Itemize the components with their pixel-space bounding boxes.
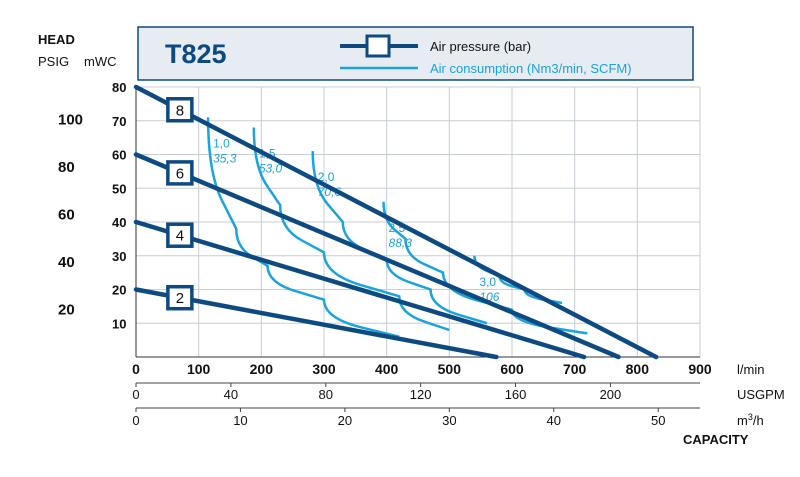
x-tick-label: 300	[312, 361, 336, 377]
consumption-sublabel: 53,0	[259, 162, 283, 176]
legend-box: T825 Air pressure (bar) Air consumption …	[137, 26, 694, 81]
y-tick-mwc: 30	[112, 249, 126, 264]
x-tick-label: 100	[187, 361, 211, 377]
legend-pressure-marker	[365, 34, 391, 58]
pressure-curves: 8 6 4 2	[133, 84, 659, 360]
x-tick-label: 40	[224, 387, 238, 402]
x-tick-label: 600	[500, 361, 524, 377]
legend-consumption-label: Air consumption (Nm3/min, SCFM)	[430, 61, 632, 76]
x-tick-label: 200	[250, 361, 274, 377]
x-tick-label: 900	[688, 361, 712, 377]
x-axis-unit: USGPM	[737, 387, 785, 402]
x-tick-label: 10	[233, 413, 247, 428]
x-tick-label: 120	[410, 387, 432, 402]
y-tick-psig: 60	[58, 207, 75, 224]
pressure-marker-label: 4	[176, 228, 184, 245]
model-title: T825	[165, 39, 227, 69]
head-label: HEAD	[38, 32, 75, 47]
x-tick-label: 800	[626, 361, 650, 377]
consumption-label: 2,0	[318, 170, 335, 184]
x-tick-label: 0	[132, 413, 139, 428]
pressure-marker	[166, 160, 194, 186]
consumption-label: 1,0	[213, 136, 230, 150]
x-tick-label: 400	[375, 361, 399, 377]
mwc-label: mWC	[84, 54, 117, 69]
x-axis-title: CAPACITY	[683, 432, 749, 447]
y-tick-mwc: 60	[112, 148, 126, 163]
pressure-marker	[166, 284, 194, 311]
y-tick-mwc: 80	[112, 80, 126, 95]
grid	[136, 86, 701, 357]
x-tick-label: 700	[563, 361, 587, 377]
y-tick-mwc: 70	[112, 114, 126, 129]
y-tick-mwc: 40	[112, 215, 126, 230]
x-tick-label: 160	[505, 387, 527, 402]
pressure-line-4-bar	[133, 219, 587, 360]
consumption-curve-1-5	[252, 127, 450, 332]
y-tick-mwc: 10	[112, 316, 126, 331]
x-tick-label: 20	[338, 413, 352, 428]
y-tick-psig: 20	[58, 302, 75, 319]
pressure-marker	[166, 222, 194, 248]
consumption-label: 3,0	[479, 275, 496, 289]
pressure-marker-label: 6	[176, 165, 184, 182]
x-tick-label: 30	[442, 413, 456, 428]
consumption-curve-2-5	[382, 201, 588, 335]
pressure-line-6-bar	[133, 152, 621, 360]
y-tick-psig: 80	[58, 159, 75, 176]
pressure-marker-label: 2	[176, 290, 184, 307]
x-tick-label: 200	[600, 387, 622, 402]
legend-background	[137, 26, 694, 81]
x-tick-label: 40	[547, 413, 561, 428]
x-axis-unit: l/min	[737, 362, 764, 377]
pressure-line-8-bar	[133, 84, 659, 360]
consumption-sublabel: 35,3	[213, 151, 237, 165]
y-tick-psig: 40	[58, 254, 75, 271]
x-tick-label: 0	[132, 361, 140, 377]
pressure-line-2-bar	[133, 287, 499, 360]
x-axis-unit: m3/h	[737, 412, 764, 428]
y-tick-mwc: 50	[112, 181, 126, 196]
x-tick-label: 0	[132, 387, 139, 402]
y-tick-mwc: 20	[112, 283, 126, 298]
psig-label: PSIG	[38, 54, 69, 69]
axes	[135, 87, 700, 412]
y-tick-psig: 100	[58, 112, 83, 129]
x-tick-label: 500	[438, 361, 462, 377]
consumption-curve-1-0	[206, 117, 400, 338]
x-tick-label: 80	[319, 387, 333, 402]
consumption-sublabel: 88,3	[389, 236, 413, 250]
x-tick-label: 50	[651, 413, 665, 428]
legend-pressure-label: Air pressure (bar)	[430, 39, 531, 54]
pressure-marker	[166, 97, 194, 123]
pressure-marker-label: 8	[176, 102, 184, 119]
